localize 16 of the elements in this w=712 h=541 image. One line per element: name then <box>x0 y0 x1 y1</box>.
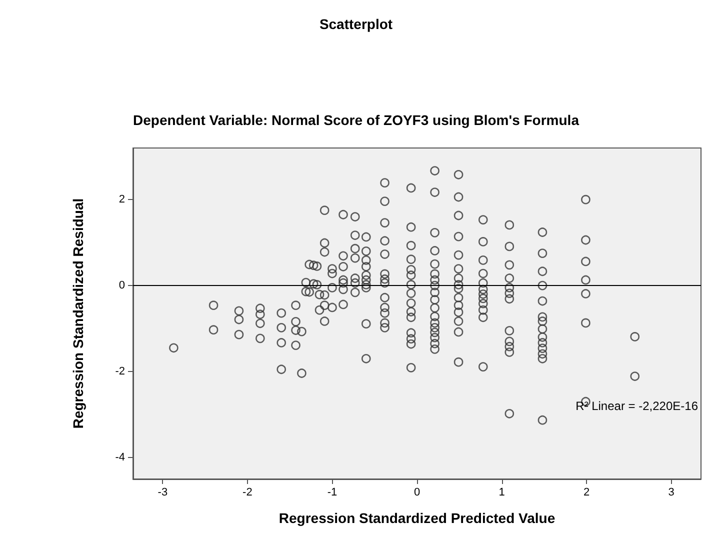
chart-subtitle: Dependent Variable: Normal Score of ZOYF3 using Blom's Formula <box>133 112 580 128</box>
x-tick-label: -1 <box>327 486 338 498</box>
y-tick-label: -2 <box>115 366 125 378</box>
x-axis-title: Regression Standardized Predicted Value <box>278 510 556 526</box>
chart-title: Scatterplot <box>319 16 393 32</box>
y-tick-label: -4 <box>115 452 125 464</box>
y-tick-label: 2 <box>118 194 125 206</box>
x-tick-label: 3 <box>668 486 674 498</box>
x-tick-label: 2 <box>583 486 590 498</box>
y-tick-label: 0 <box>118 280 125 292</box>
x-tick-label: 0 <box>414 486 420 498</box>
annotation: R² Linear = -2,220E-16 <box>576 399 698 413</box>
x-tick-label: 1 <box>498 486 505 498</box>
x-tick-label: -3 <box>158 486 168 498</box>
y-axis-title: Regression Standardized Residual <box>70 198 86 429</box>
x-tick-label: -2 <box>242 486 252 498</box>
